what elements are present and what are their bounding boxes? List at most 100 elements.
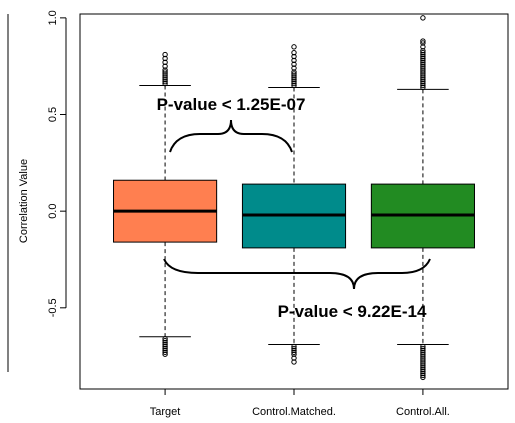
outlier-point <box>420 48 426 54</box>
outlier-point <box>420 78 426 85</box>
outlier-point <box>420 73 426 79</box>
outlier-point <box>162 59 168 66</box>
x-tick-label: Target <box>150 406 181 418</box>
outlier-point <box>420 84 426 91</box>
outlier-point <box>291 57 297 64</box>
y-tick-label: 0.5 <box>47 107 59 122</box>
box-group <box>241 44 347 365</box>
outlier-point <box>162 77 168 83</box>
outlier-point <box>162 80 168 87</box>
outlier-point <box>420 57 426 64</box>
y-tick-label: -0.5 <box>47 298 59 317</box>
outlier-point <box>162 343 168 350</box>
y-tick-label: 0.0 <box>47 204 59 219</box>
outlier-point <box>420 363 426 369</box>
box-group <box>370 15 475 381</box>
y-axis-title: Correlation Value <box>18 159 30 243</box>
outlier-point <box>420 55 426 62</box>
outlier-point <box>291 73 297 79</box>
y-tick-label: 1.0 <box>47 10 59 25</box>
outlier-point <box>420 61 426 67</box>
outlier-point <box>162 347 168 354</box>
outlier-point <box>291 359 297 365</box>
outlier-point <box>420 343 426 350</box>
outlier-point <box>420 374 426 381</box>
outlier-point <box>291 44 297 50</box>
outlier-point <box>291 77 297 83</box>
outlier-point <box>291 71 297 77</box>
outlier-point <box>291 345 297 352</box>
outlier-point <box>420 65 426 71</box>
annotations-layer: P-value < 1.25E-07 P-value < 9.22E-14 <box>157 95 431 321</box>
outlier-point <box>162 63 168 69</box>
outlier-point <box>291 78 297 85</box>
outlier-point <box>162 351 168 357</box>
annotation-pvalue-lower: P-value < 9.22E-14 <box>278 302 427 321</box>
outlier-point <box>420 63 426 69</box>
box-group <box>113 51 218 357</box>
upper-bracket <box>169 119 293 153</box>
x-axis: Target Control.Matched. Control.All. <box>150 389 450 418</box>
outlier-point <box>162 336 168 342</box>
outlier-point <box>420 77 426 83</box>
outlier-point <box>420 366 426 373</box>
outlier-point <box>162 339 168 346</box>
outlier-point <box>162 71 168 77</box>
outlier-point <box>420 38 426 44</box>
outlier-point <box>420 82 426 89</box>
boxes-layer <box>113 15 475 381</box>
outlier-point <box>162 55 168 62</box>
outlier-point <box>420 80 426 87</box>
outlier-point <box>291 82 297 89</box>
outlier-point <box>291 53 297 60</box>
y-axis: -0.5 0.0 0.5 1.0 <box>47 10 67 317</box>
outlier-point <box>291 65 297 71</box>
outlier-point <box>162 73 168 79</box>
annotation-pvalue-upper: P-value < 1.25E-07 <box>157 95 306 114</box>
outlier-point <box>420 365 426 371</box>
outlier-point <box>420 370 426 377</box>
outlier-point <box>162 345 168 352</box>
outlier-point <box>162 75 168 81</box>
outlier-point <box>420 359 426 365</box>
outlier-point <box>420 368 426 375</box>
outlier-point <box>420 69 426 75</box>
x-tick-label: Control.All. <box>396 406 450 418</box>
lower-bracket <box>163 258 431 290</box>
outlier-point <box>291 351 297 357</box>
outlier-point <box>162 51 168 58</box>
outlier-point <box>291 69 297 75</box>
outlier-point <box>291 349 297 355</box>
outlier-point <box>162 341 168 348</box>
outlier-point <box>420 357 426 363</box>
outlier-point <box>420 59 426 66</box>
outlier-point <box>291 61 297 67</box>
outlier-point <box>291 347 297 354</box>
outlier-point <box>420 353 426 359</box>
outlier-point <box>291 355 297 361</box>
outlier-point <box>291 343 297 350</box>
outlier-point <box>162 349 168 355</box>
outlier-point <box>420 15 426 21</box>
outlier-point <box>162 69 168 75</box>
outlier-point <box>420 347 426 354</box>
outlier-point <box>420 355 426 361</box>
x-tick-label: Control.Matched. <box>252 406 336 418</box>
outlier-point <box>291 75 297 81</box>
outlier-point <box>420 351 426 357</box>
outlier-point <box>420 75 426 81</box>
outlier-point <box>420 71 426 77</box>
outlier-point <box>162 78 168 85</box>
outlier-point <box>420 49 426 56</box>
outlier-point <box>420 51 426 58</box>
outlier-point <box>420 67 426 73</box>
outlier-point <box>291 80 297 87</box>
outlier-point <box>420 40 426 46</box>
outlier-point <box>420 53 426 60</box>
outlier-point <box>420 349 426 355</box>
outlier-point <box>291 49 297 56</box>
outlier-point <box>162 67 168 73</box>
outlier-point <box>420 361 426 367</box>
outlier-point <box>420 372 426 379</box>
